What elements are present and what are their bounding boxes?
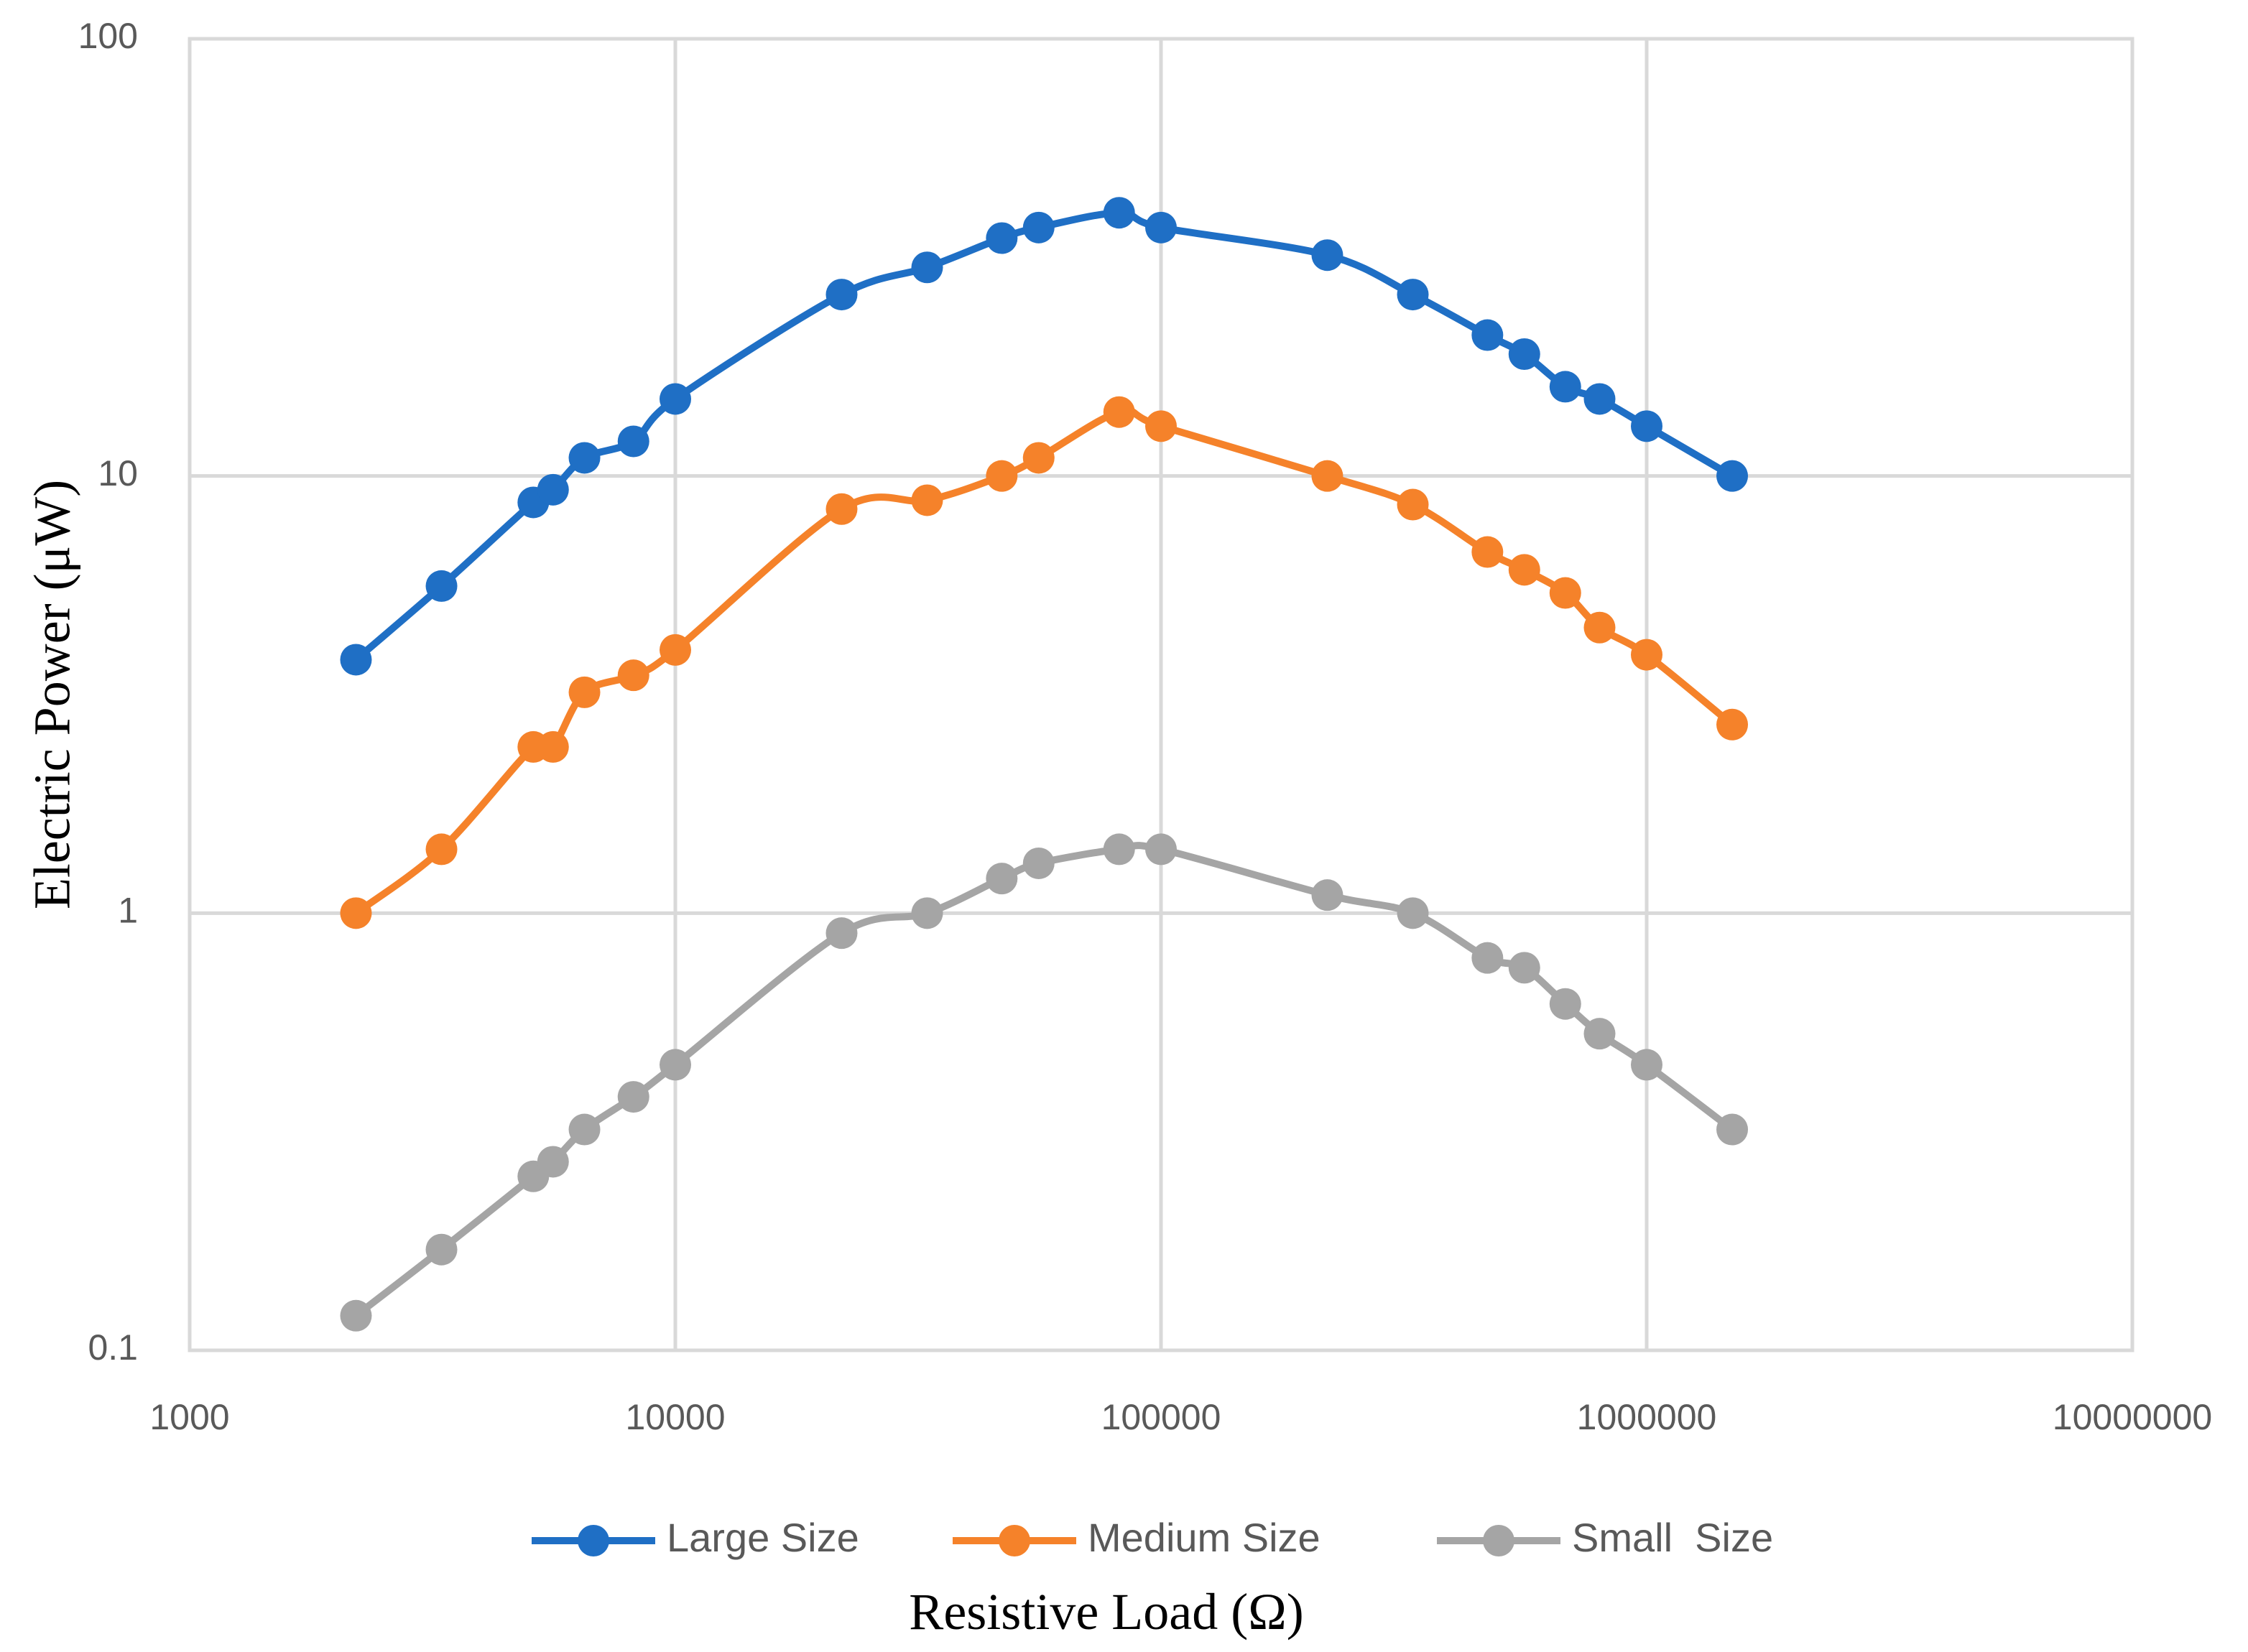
data-point	[660, 1049, 691, 1081]
data-point	[537, 473, 569, 506]
data-point	[1311, 460, 1343, 492]
data-point	[1508, 338, 1540, 370]
series-layer	[340, 197, 1749, 1332]
data-point	[1716, 460, 1749, 492]
x-tick-label: 1000	[149, 1397, 229, 1437]
x-tick-label: 1000000	[1577, 1397, 1717, 1437]
data-point	[660, 634, 691, 666]
data-point	[425, 833, 458, 866]
legend-swatch-marker	[999, 1525, 1030, 1556]
data-point	[911, 897, 943, 929]
data-point	[537, 730, 569, 763]
series-2	[340, 396, 1749, 929]
data-point	[1583, 383, 1616, 415]
data-point	[537, 1146, 569, 1178]
data-point	[660, 383, 691, 415]
data-point	[617, 425, 649, 458]
data-point	[986, 460, 1018, 492]
data-point	[1508, 554, 1540, 586]
series-3	[340, 833, 1749, 1332]
data-point	[568, 442, 601, 474]
data-point	[1471, 942, 1504, 974]
data-point	[1311, 879, 1343, 911]
data-point	[1471, 536, 1504, 568]
data-point	[1549, 577, 1581, 609]
data-point	[1145, 410, 1177, 442]
data-point	[825, 917, 858, 950]
data-point	[1631, 639, 1662, 671]
data-point	[986, 863, 1018, 895]
data-point	[1631, 410, 1662, 442]
data-point	[425, 570, 458, 602]
x-tick-label: 10000	[625, 1397, 725, 1437]
data-point	[1022, 442, 1055, 474]
x-axis-title: Resistive Load (Ω)	[909, 1583, 1303, 1641]
data-point	[1716, 708, 1749, 741]
data-point	[1145, 833, 1177, 866]
y-tick-label: 10	[98, 453, 138, 493]
data-point	[1549, 988, 1581, 1020]
data-point	[617, 1081, 649, 1113]
data-point	[1397, 279, 1429, 311]
data-point	[1145, 211, 1177, 243]
legend-swatch-marker	[578, 1525, 609, 1556]
y-tick-label: 100	[78, 16, 138, 56]
data-point	[825, 279, 858, 311]
data-point	[617, 659, 649, 692]
x-tick-label: 100000	[1101, 1397, 1221, 1437]
data-point	[1397, 488, 1429, 521]
data-point	[911, 484, 943, 516]
legend-item: Large Size	[532, 1515, 859, 1560]
data-point	[1631, 1049, 1662, 1081]
series-line	[352, 209, 1736, 664]
data-point	[1103, 396, 1135, 428]
tick-labels: 1000 10000 100000 1000000 10000000 0.1 1 10 100	[78, 16, 2213, 1437]
legend-swatch-marker	[1483, 1525, 1514, 1556]
data-point	[1311, 239, 1343, 272]
series-line	[352, 842, 1736, 1319]
data-point	[1022, 211, 1055, 243]
series-1	[340, 197, 1749, 676]
data-point	[1397, 897, 1429, 929]
data-point	[986, 222, 1018, 254]
x-tick-label: 10000000	[2053, 1397, 2212, 1437]
data-point	[1471, 319, 1504, 351]
data-point	[340, 897, 372, 929]
y-axis-title: Electric Power (μW)	[24, 480, 81, 909]
legend: Large Size Medium Size Small Size	[532, 1515, 1773, 1560]
data-point	[1716, 1113, 1749, 1146]
data-point	[340, 1299, 372, 1332]
data-point	[1022, 847, 1055, 879]
data-point	[911, 251, 943, 284]
data-point	[1103, 833, 1135, 866]
legend-label: Medium Size	[1088, 1515, 1320, 1560]
data-point	[1583, 611, 1616, 644]
data-point	[825, 493, 858, 525]
data-point	[1103, 197, 1135, 229]
legend-item: Small Size	[1437, 1515, 1773, 1560]
legend-label: Large Size	[667, 1515, 859, 1560]
data-point	[1508, 952, 1540, 984]
data-point	[340, 644, 372, 676]
y-tick-label: 1	[118, 891, 138, 931]
y-tick-label: 0.1	[88, 1327, 138, 1368]
data-point	[1583, 1018, 1616, 1050]
plot-area-border	[188, 37, 2134, 1352]
legend-item: Medium Size	[953, 1515, 1320, 1560]
legend-label: Small Size	[1572, 1515, 1773, 1560]
data-point	[425, 1233, 458, 1266]
data-point	[568, 676, 601, 708]
data-point	[568, 1113, 601, 1146]
data-point	[1549, 371, 1581, 403]
